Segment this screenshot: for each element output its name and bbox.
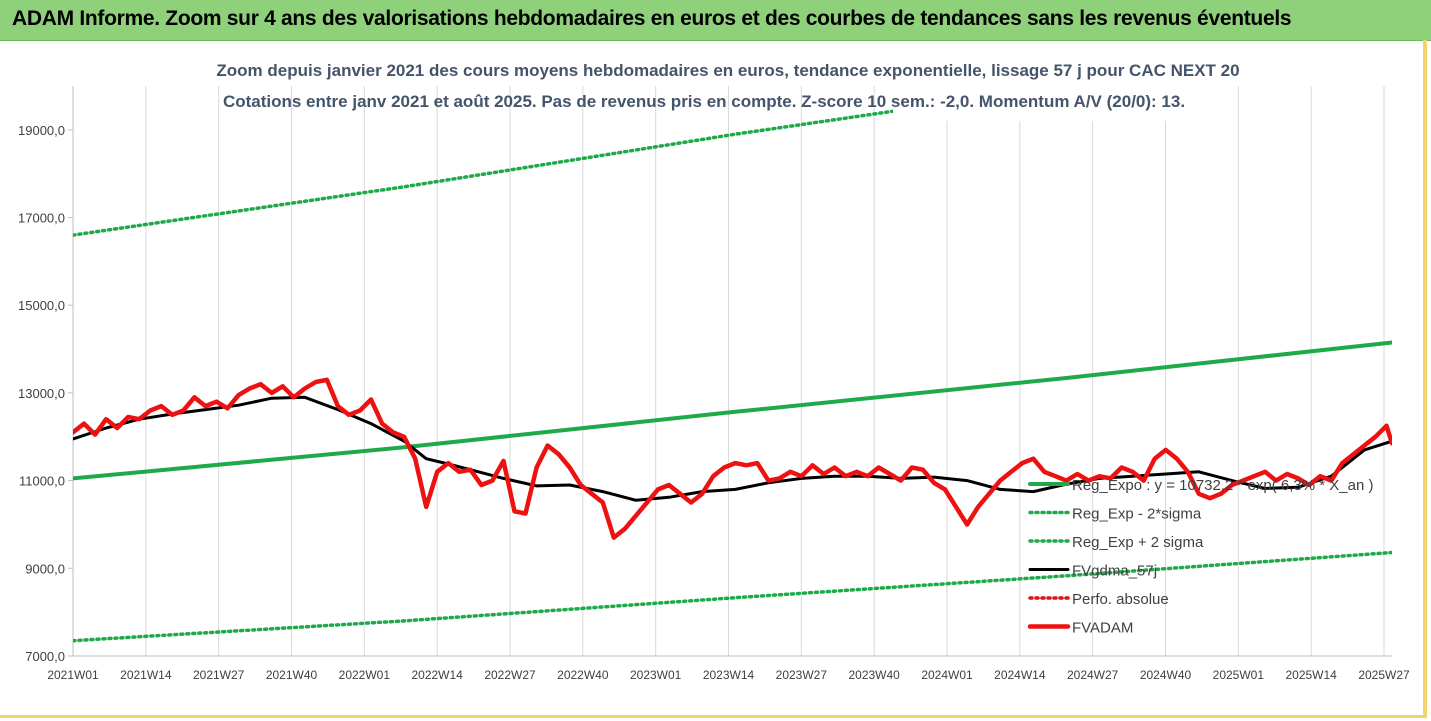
x-tick-label: 2024W14 xyxy=(994,668,1046,682)
title-backdrop xyxy=(893,48,1193,121)
y-tick-label: 11000,0 xyxy=(19,474,65,489)
y-tick-label: 13000,0 xyxy=(18,386,65,401)
series-line-5 xyxy=(73,377,1392,540)
series-line-1 xyxy=(73,550,1392,643)
x-tick-label: 2021W27 xyxy=(193,668,245,682)
x-tick-label: 2025W14 xyxy=(1285,668,1337,682)
legend: Reg_Expo : y = 10732,2 * exp( 6,3% * X_a… xyxy=(1027,477,1373,637)
legend-label: Reg_Exp + 2 sigma xyxy=(1072,534,1204,551)
series-line-3 xyxy=(73,395,1392,502)
series xyxy=(73,86,1392,643)
legend-label: FVADAM xyxy=(1072,620,1133,637)
x-tick-label: 2025W27 xyxy=(1358,668,1410,682)
axes: 2021W01 2021W14 2021W27 2021W40 2022W01 2022W… xyxy=(18,86,1410,682)
page-title: ADAM Informe. Zoom sur 4 ans des valoris… xyxy=(12,7,1292,30)
grid xyxy=(72,86,1385,656)
y-tick-label: 9000,0 xyxy=(25,561,65,576)
header-banner: ADAM Informe. Zoom sur 4 ans des valoris… xyxy=(0,0,1431,41)
x-tick-label: 2023W40 xyxy=(848,668,900,682)
x-tick-label: 2021W40 xyxy=(266,668,318,682)
x-tick-label: 2022W27 xyxy=(484,668,536,682)
y-tick-label: 15000,0 xyxy=(18,298,65,313)
x-tick-label: 2023W14 xyxy=(703,668,755,682)
x-tick-label: 2024W01 xyxy=(921,668,973,682)
x-tick-label: 2023W27 xyxy=(776,668,828,682)
x-tick-label: 2024W40 xyxy=(1140,668,1192,682)
chart-frame xyxy=(0,40,1427,718)
x-tick-label: 2024W27 xyxy=(1067,668,1119,682)
x-tick-label: 2022W14 xyxy=(411,668,463,682)
y-tick-label: 19000,0 xyxy=(18,123,65,138)
chart: 2021W01 2021W14 2021W27 2021W40 2022W01 2022W… xyxy=(18,48,1410,682)
x-tick-label: 2021W01 xyxy=(47,668,99,682)
x-tick-label: 2022W01 xyxy=(339,668,391,682)
chart-subtitle: Cotations entre janv 2021 et août 2025. … xyxy=(223,92,1185,111)
legend-label: Perfo. absolue xyxy=(1072,591,1169,608)
y-tick-label: 7000,0 xyxy=(25,649,65,664)
chart-title: Zoom depuis janvier 2021 des cours moyen… xyxy=(216,61,1239,80)
x-tick-label: 2021W14 xyxy=(120,668,172,682)
x-tick-label: 2023W01 xyxy=(630,668,682,682)
legend-label: Reg_Expo : y = 10732,2 * exp( 6,3% * X_a… xyxy=(1072,477,1373,494)
series-line-2 xyxy=(73,86,1077,237)
x-tick-label: 2025W01 xyxy=(1213,668,1265,682)
legend-label: Reg_Exp - 2*sigma xyxy=(1072,506,1202,523)
legend-label: FVgdma_57j xyxy=(1072,563,1157,580)
series-line-0 xyxy=(73,340,1392,481)
x-tick-label: 2022W40 xyxy=(557,668,609,682)
y-tick-label: 17000,0 xyxy=(18,211,65,226)
